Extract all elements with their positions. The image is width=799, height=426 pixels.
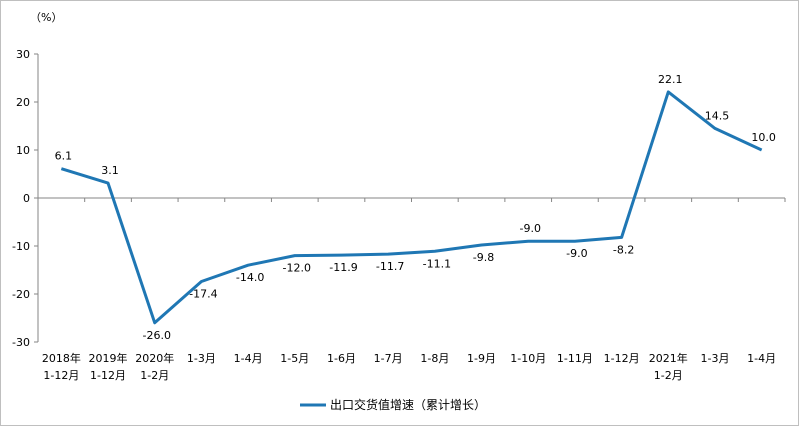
x-tick-label: 1-9月 (467, 352, 496, 365)
data-label: -17.4 (189, 288, 217, 301)
series-line (60, 90, 763, 325)
x-tick-label: 2021年 1-2月 (649, 351, 688, 382)
data-label: 22.1 (658, 73, 683, 86)
data-label: -12.0 (283, 262, 311, 275)
data-label: -11.9 (329, 261, 357, 274)
y-tick-label: 20 (16, 96, 30, 109)
y-tick-label: -20 (12, 288, 30, 301)
y-tick-label: -10 (12, 240, 30, 253)
y-axis: 30 20 10 0 -10 -20 -30 (12, 48, 39, 349)
x-tick-label: 1-6月 (327, 352, 356, 365)
x-tick-label: 1-7月 (374, 352, 403, 365)
data-label: -11.1 (423, 257, 451, 270)
data-label: -8.2 (613, 243, 634, 256)
x-tick-label: 1-5月 (280, 352, 309, 365)
x-tick-label: 1-4月 (234, 352, 263, 365)
legend-series-name: 出口交货值增速（累计增长） (330, 397, 486, 412)
x-tick-label: 1-8月 (420, 352, 449, 365)
legend: 出口交货值增速（累计增长） (300, 397, 486, 412)
y-tick-label: 0 (23, 192, 30, 205)
y-tick-label: 30 (16, 48, 30, 61)
data-label: -14.0 (236, 271, 264, 284)
data-label: -26.0 (142, 329, 170, 342)
data-label: -9.8 (473, 251, 494, 264)
x-tick-label: 2019年 1-12月 (89, 351, 128, 382)
data-label: 6.1 (55, 150, 73, 163)
data-label: -9.0 (519, 222, 540, 235)
x-tick-label: 2020年 1-2月 (135, 351, 174, 382)
y-tick-label: 10 (16, 144, 30, 157)
data-label: 3.1 (101, 164, 119, 177)
x-tick-label: 1-3月 (700, 352, 729, 365)
data-label: -11.7 (376, 260, 404, 273)
y-axis-unit-label: （%） (30, 11, 62, 24)
x-tick-label: 1-10月 (510, 352, 546, 365)
x-tick-label: 2018年 1-12月 (42, 351, 81, 382)
data-label: 14.5 (705, 109, 730, 122)
data-label: -9.0 (566, 247, 587, 260)
x-tick-label: 1-3月 (187, 352, 216, 365)
x-tick-label: 1-11月 (557, 352, 593, 365)
data-label: 10.0 (751, 131, 776, 144)
y-tick-label: -30 (12, 336, 30, 349)
x-tick-label: 1-4月 (747, 352, 776, 365)
x-tick-label: 1-12月 (604, 352, 640, 365)
series-layer: 6.1 3.1 -26.0 -17.4 -14.0 -12.0 -11.9 -11.7 -11.… (55, 73, 776, 342)
